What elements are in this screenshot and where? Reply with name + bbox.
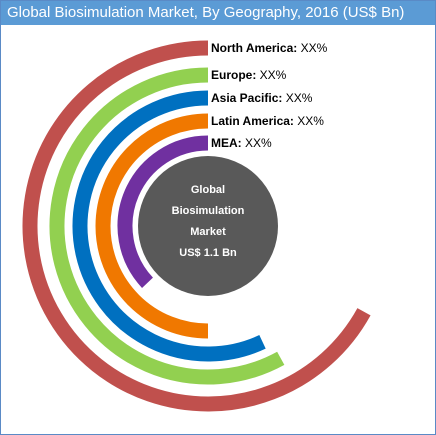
- label-latin-america: Latin America: XX%: [211, 114, 324, 128]
- center-label-line-4: US$ 1.1 Bn: [179, 247, 237, 259]
- center-disc: [138, 156, 278, 296]
- arc-layer: [22, 40, 371, 412]
- label-europe: Europe: XX%: [211, 68, 287, 82]
- arc-latin-america: [95, 113, 209, 339]
- arc-asia-pacific: [72, 90, 266, 362]
- label-layer: North America: XX% Europe: XX% Asia Pacifi…: [211, 41, 328, 150]
- label-asia-pacific: Asia Pacific: XX%: [211, 91, 313, 105]
- arc-europe: [49, 67, 285, 385]
- center-label-line-1: Global: [191, 184, 225, 196]
- center-label-line-2: Biosimulation: [172, 205, 245, 217]
- arc-north-america: [22, 40, 371, 412]
- label-north-america: North America: XX%: [211, 41, 328, 55]
- center-layer: Global Biosimulation Market US$ 1.1 Bn: [138, 156, 278, 296]
- label-mea: MEA: XX%: [211, 136, 272, 150]
- chart-title: Global Biosimulation Market, By Geograph…: [1, 1, 435, 25]
- arc-mea: [117, 135, 209, 288]
- center-label-line-3: Market: [190, 226, 226, 238]
